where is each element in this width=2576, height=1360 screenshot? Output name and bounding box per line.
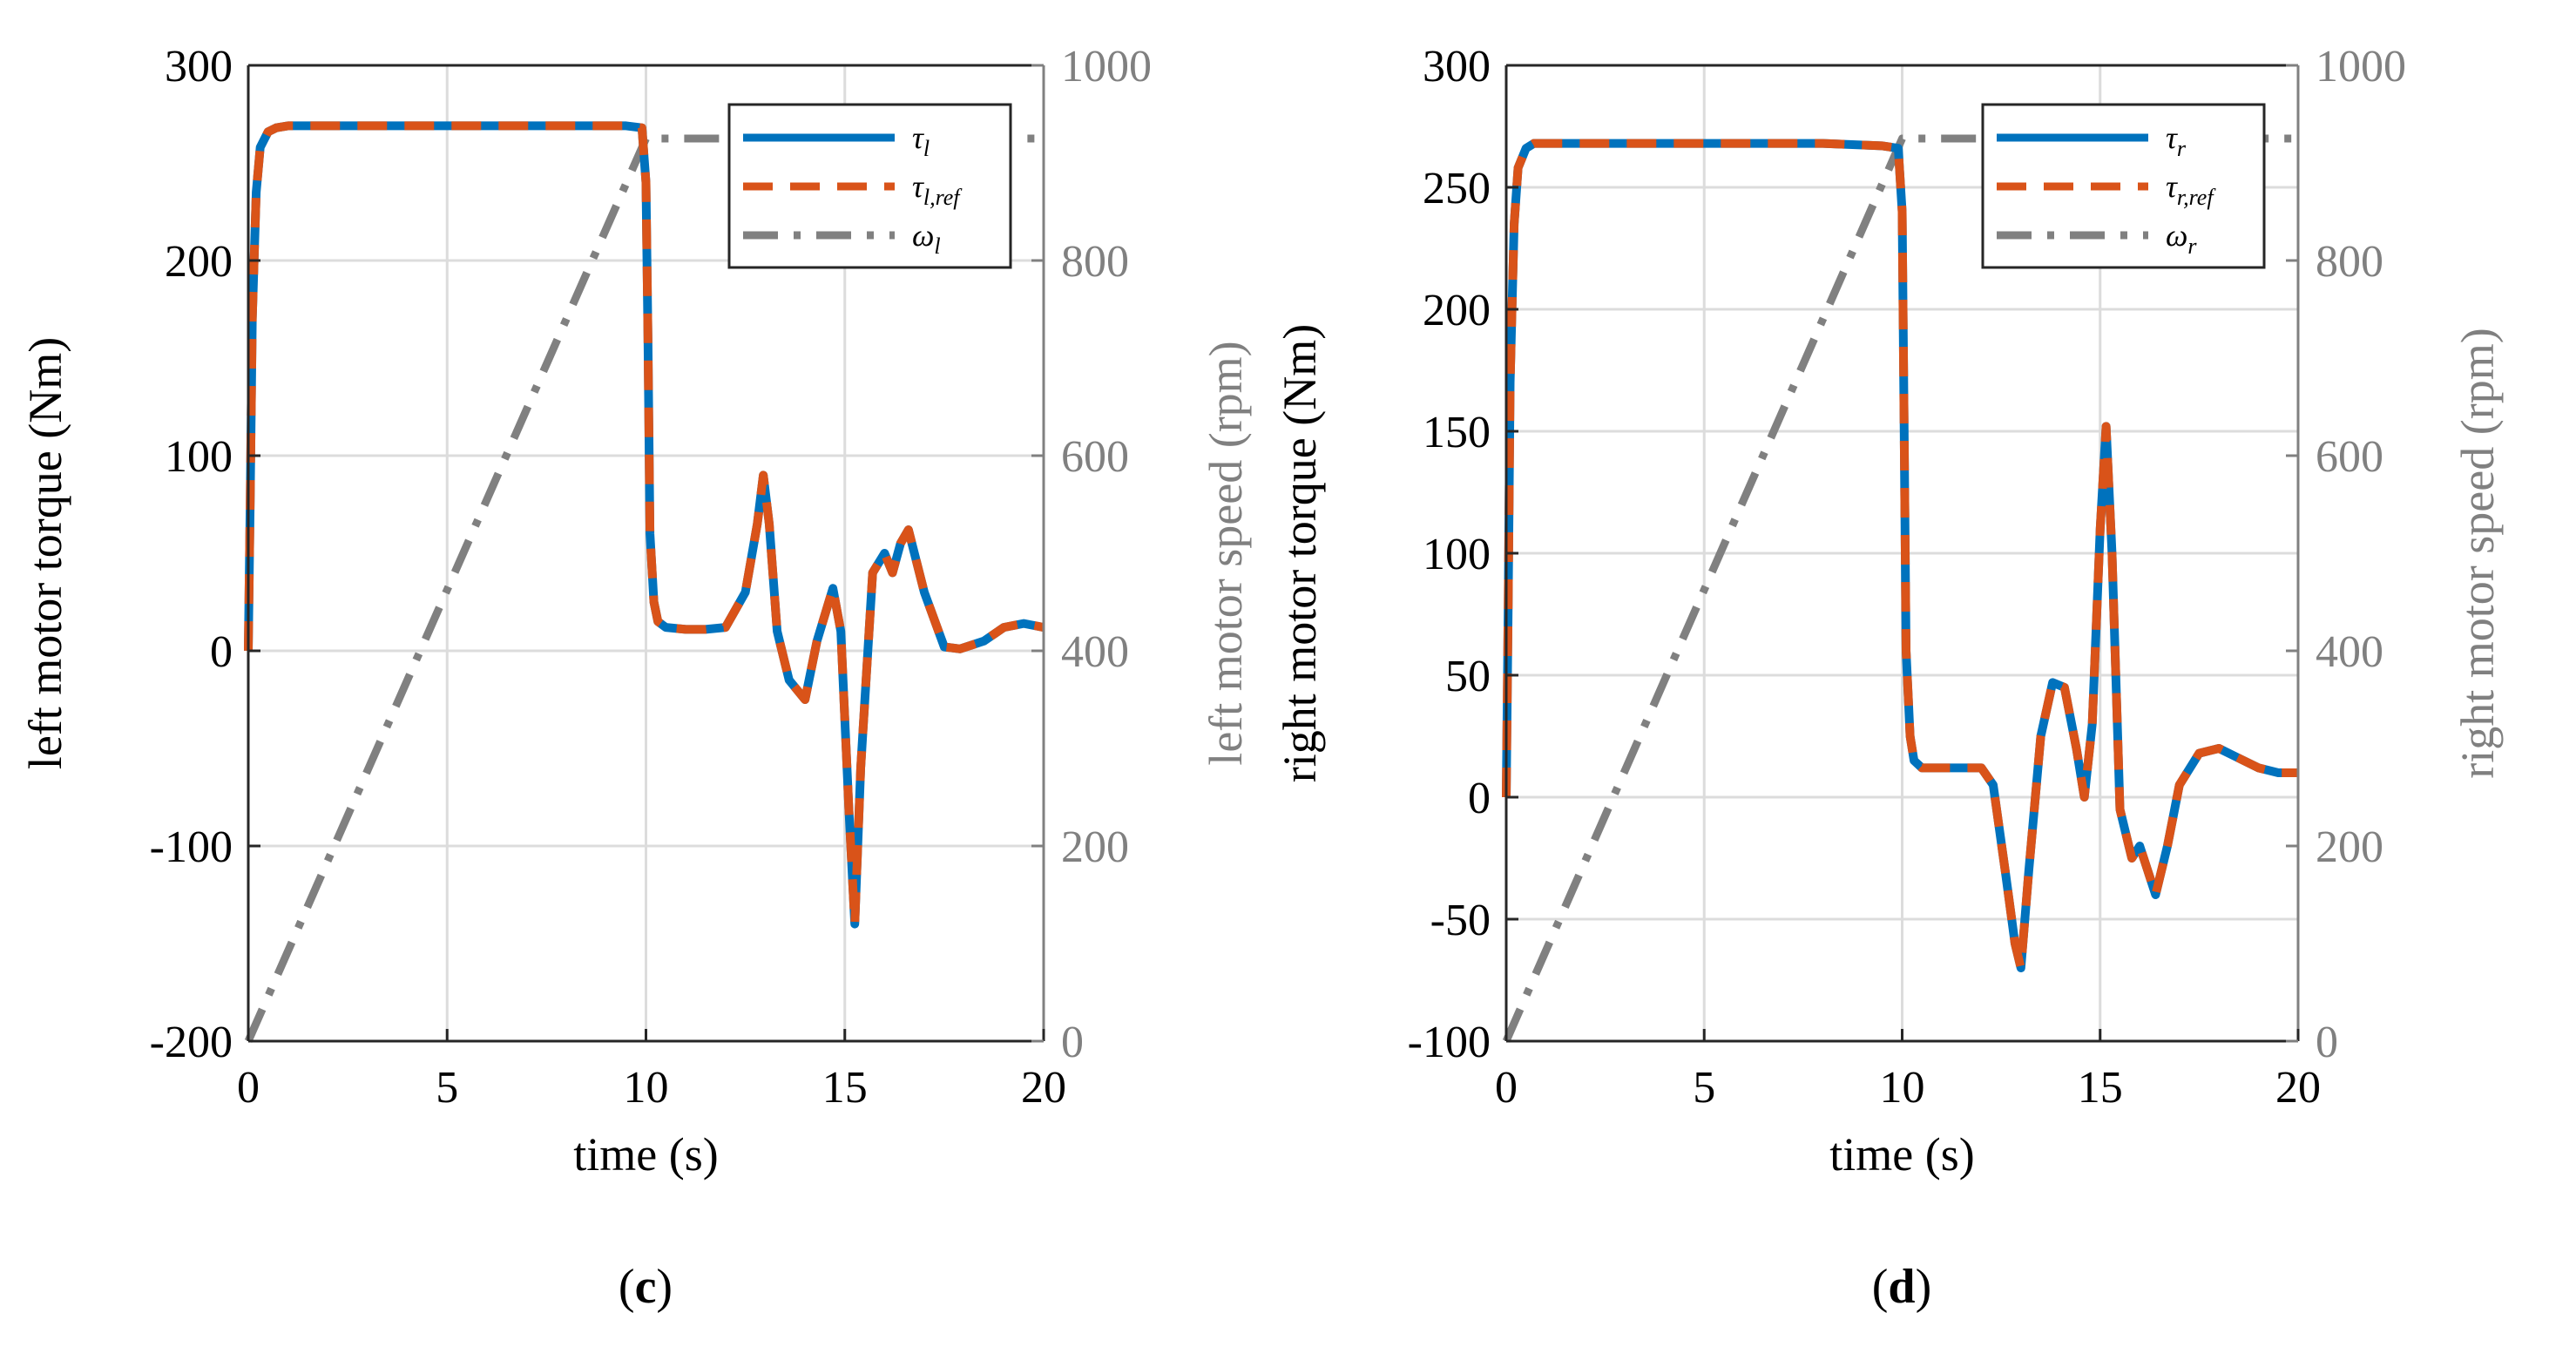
y-tick-label: -200 <box>150 1018 233 1067</box>
x-tick-label: 15 <box>822 1063 868 1113</box>
legend-subscript: r <box>2177 136 2187 161</box>
caption-open-paren: ( <box>1872 1260 1889 1314</box>
legend-symbol: τ <box>912 120 924 155</box>
y-tick-label: -100 <box>1408 1018 1491 1067</box>
y-tick-label: 300 <box>165 42 233 91</box>
y-tick-label: 200 <box>1423 286 1491 335</box>
y-tick-label: 100 <box>165 432 233 482</box>
y-right-tick-label: 200 <box>2316 822 2383 872</box>
legend-subscript: l <box>923 136 930 161</box>
legend-subscript: r <box>2187 233 2197 259</box>
y-tick-label: 100 <box>1423 530 1491 579</box>
x-axis-label: time (s) <box>1829 1128 1974 1181</box>
chart-panel-c: 0 5 10 15 20 -200 -100 0 100 200 300 0 200 400 600 800 1… <box>19 42 1252 1314</box>
y-right-tick-label: 600 <box>1061 432 1129 482</box>
y-right-tick-label: 400 <box>1061 627 1129 677</box>
legend-subscript: l,ref <box>923 185 963 210</box>
legend-entry: τr <box>2166 120 2187 161</box>
x-tick-label: 20 <box>1021 1063 1066 1113</box>
caption-close-paren: ) <box>1916 1260 1932 1314</box>
legend-symbol: τ <box>912 169 924 204</box>
legend-entry: τl,ref <box>912 169 963 210</box>
panel-caption: (c) <box>619 1260 673 1314</box>
x-tick-label: 5 <box>1693 1063 1715 1113</box>
y-right-tick-label: 0 <box>2316 1018 2338 1067</box>
y-tick-label: 250 <box>1423 164 1491 213</box>
y-tick-label: -50 <box>1430 896 1491 945</box>
legend-box <box>727 103 1012 269</box>
y-tick-label: 150 <box>1423 408 1491 457</box>
y-right-tick-label: 800 <box>2316 237 2383 287</box>
caption-close-paren: ) <box>656 1260 673 1314</box>
legend-entry: ωl <box>912 218 941 259</box>
x-tick-label: 10 <box>624 1063 669 1113</box>
legend-symbol: τ <box>2166 169 2178 204</box>
y-tick-label: 0 <box>1468 774 1491 823</box>
y-right-tick-label: 600 <box>2316 432 2383 482</box>
caption-letter: d <box>1888 1260 1915 1314</box>
x-tick-label: 20 <box>2275 1063 2321 1113</box>
x-axis-label: time (s) <box>573 1128 718 1181</box>
x-tick-label: 5 <box>436 1063 458 1113</box>
legend-subscript: r,ref <box>2177 185 2216 210</box>
y-right-axis-label: left motor speed (rpm) <box>1200 341 1252 765</box>
legend-symbol: ω <box>2166 218 2187 253</box>
x-tick-label: 15 <box>2078 1063 2123 1113</box>
y-tick-label: -100 <box>150 822 233 872</box>
y-tick-label: 0 <box>210 627 233 677</box>
legend-entry: τr,ref <box>2166 169 2216 210</box>
y-axis-label: right motor torque (Nm) <box>1274 324 1326 782</box>
legend-entry: τl <box>912 120 930 161</box>
x-tick-label: 0 <box>237 1063 260 1113</box>
series-line-l-ref <box>244 121 1045 929</box>
series-line-r-ref <box>1502 139 2298 972</box>
legend-entry: ωr <box>2166 218 2197 259</box>
caption-letter: c <box>635 1260 657 1314</box>
legend-symbol: ω <box>912 218 934 253</box>
y-tick-label: 50 <box>1445 652 1491 701</box>
y-axis-label: left motor torque (Nm) <box>19 337 71 769</box>
caption-open-paren: ( <box>619 1260 635 1314</box>
y-tick-label: 200 <box>165 237 233 287</box>
legend-symbol: τ <box>2166 120 2178 155</box>
y-right-tick-label: 1000 <box>2316 42 2406 91</box>
panel-caption: (d) <box>1872 1260 1931 1314</box>
y-tick-label: 300 <box>1423 42 1491 91</box>
x-tick-label: 0 <box>1495 1063 1518 1113</box>
y-right-tick-label: 0 <box>1061 1018 1084 1067</box>
y-right-tick-label: 1000 <box>1061 42 1152 91</box>
y-right-tick-label: 200 <box>1061 822 1129 872</box>
chart-panel-d: 0 5 10 15 20 -100 -50 0 50 100 150 200 250 300 0 200 400… <box>1274 42 2504 1314</box>
legend-box <box>1981 103 2266 269</box>
x-tick-label: 10 <box>1880 1063 1925 1113</box>
legend-subscript: l <box>934 233 940 259</box>
y-right-tick-label: 800 <box>1061 237 1129 287</box>
y-right-axis-label: right motor speed (rpm) <box>2451 328 2504 778</box>
y-right-tick-label: 400 <box>2316 627 2383 677</box>
